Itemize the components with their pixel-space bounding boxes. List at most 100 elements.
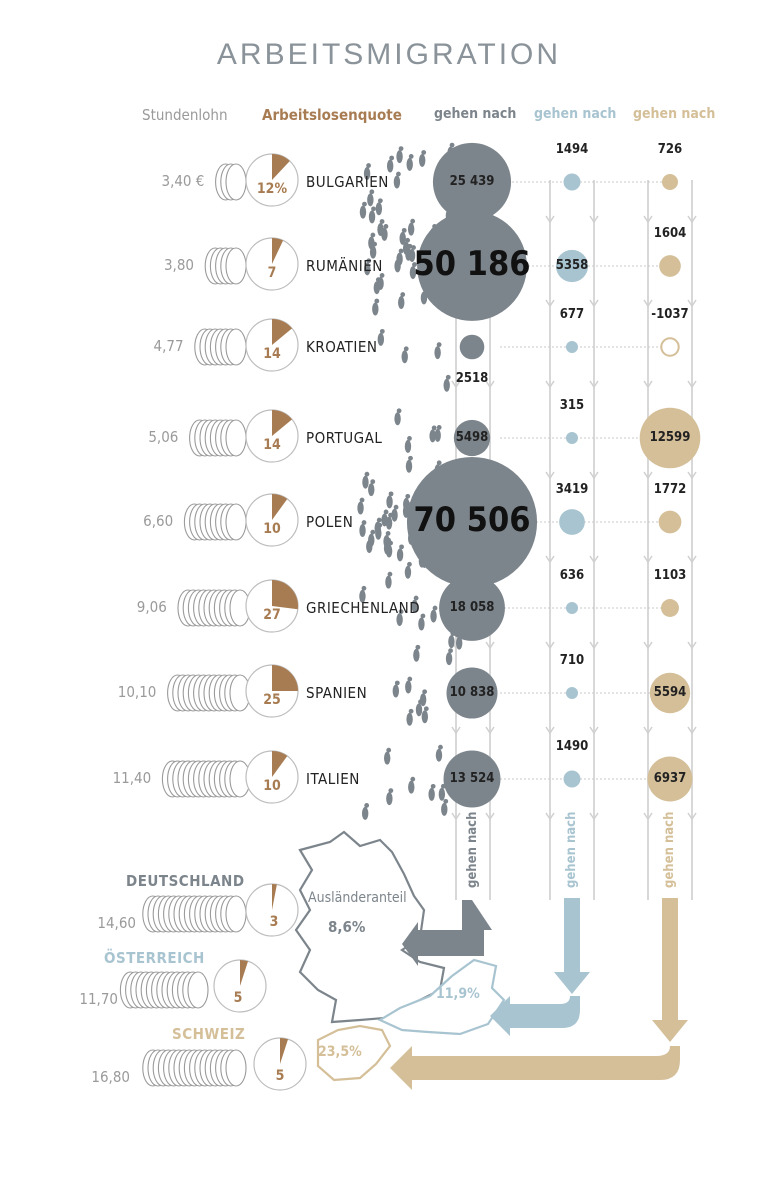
de-value-3: 5498: [455, 430, 489, 445]
person-head: [398, 146, 404, 152]
unemployment-pie-5-slice: [272, 580, 298, 610]
person-head: [374, 298, 380, 304]
header-ch: gehen nach: [633, 106, 716, 122]
person-head: [431, 425, 437, 431]
ch-value-4: 1772: [653, 482, 687, 497]
coin: [225, 163, 247, 201]
unemployment-pie-3-slice: [272, 410, 293, 436]
at-value-0: 1494: [555, 142, 589, 157]
person-head: [443, 798, 449, 804]
person-body: [404, 565, 412, 579]
person-body: [429, 429, 436, 443]
person-head: [396, 255, 402, 261]
person-body: [368, 483, 375, 497]
flow-arrowhead: [545, 299, 555, 308]
person-head: [388, 788, 394, 794]
person-body: [391, 508, 398, 522]
wage-1: 3,80: [163, 256, 194, 274]
flow-arrowhead: [687, 471, 697, 480]
person-head: [379, 273, 385, 278]
flow-arrowhead: [643, 471, 653, 480]
person-body: [434, 428, 441, 442]
country-name-0: BULGARIEN: [306, 173, 389, 191]
person-head: [399, 544, 404, 550]
person-body: [405, 680, 412, 694]
country-name-1: RUMÄNIEN: [306, 257, 383, 275]
de-value-4: 70 506: [413, 500, 531, 540]
at-bubble-4: [559, 509, 585, 535]
at-value-3: 315: [559, 398, 585, 413]
flow-arrowhead: [589, 471, 599, 480]
unemployment-pie-7-slice: [272, 751, 288, 777]
person-head: [370, 529, 376, 535]
at-bubble-1: [555, 249, 589, 283]
person-body: [362, 475, 369, 489]
wage-5: 9,06: [136, 598, 167, 616]
person-head: [436, 342, 442, 348]
person-body: [394, 259, 401, 273]
person-body: [405, 247, 412, 261]
person-head: [388, 491, 394, 497]
foreign-share-ch: 23,5%: [318, 1044, 362, 1060]
ch-bubble-1: [659, 255, 681, 277]
person-head: [438, 744, 443, 750]
person-head: [415, 644, 421, 650]
ch-value-7: 6937: [653, 771, 687, 786]
flow-arrowhead: [545, 641, 555, 650]
person-head: [379, 219, 385, 224]
arrow-to-austria: [490, 996, 580, 1036]
person-head: [361, 585, 367, 591]
flow-arrowhead: [589, 726, 599, 735]
rate-7: 10: [263, 778, 281, 794]
flow-arrowhead: [545, 555, 555, 564]
flow-arrowhead: [687, 641, 697, 650]
at-bubble-5: [566, 602, 578, 614]
person-body: [428, 787, 435, 801]
person-body: [368, 210, 376, 224]
person-head: [366, 163, 371, 168]
ch-value-3: 12599: [649, 430, 691, 445]
person-body: [386, 159, 394, 173]
person-head: [405, 493, 411, 499]
migrant-figures-7: [361, 744, 462, 820]
vertical-label-ch: gehen nach: [662, 811, 677, 888]
flow-arrowhead: [589, 299, 599, 308]
rate-2: 14: [263, 346, 281, 362]
person-head: [400, 292, 406, 297]
germany-outline: [294, 830, 446, 1024]
person-head: [389, 155, 395, 161]
person-body: [421, 710, 429, 724]
unemployment-pie-ch-slice: [280, 1038, 289, 1064]
ch-bubble-0: [662, 174, 678, 190]
person-head: [387, 571, 393, 577]
de-value-1: 50 186: [413, 244, 531, 284]
wage-6: 10,10: [117, 683, 157, 701]
person-head: [385, 531, 391, 536]
unemployment-pie-0-slice: [272, 154, 290, 180]
at-bubble-0: [563, 173, 581, 191]
person-body: [430, 609, 437, 623]
person-body: [368, 236, 375, 250]
country-name-3: PORTUGAL: [306, 429, 383, 447]
person-body: [383, 751, 391, 765]
vertical-label-de: gehen nach: [465, 811, 480, 888]
person-body: [396, 613, 403, 627]
person-head: [398, 609, 404, 614]
coin-stack-3: [189, 419, 247, 457]
person-head: [359, 497, 365, 503]
person-head: [411, 245, 416, 250]
wage-0: 3,40 €: [161, 172, 205, 190]
person-body: [409, 266, 417, 280]
coin: [225, 419, 247, 457]
target-name-de: DEUTSCHLAND: [126, 872, 245, 890]
coin-stack-ch: [142, 1049, 247, 1087]
flow-arrowhead: [485, 380, 495, 389]
flow-arrowhead: [643, 641, 653, 650]
person-body: [399, 231, 406, 245]
person-head: [394, 680, 400, 686]
flow-arrowhead: [485, 812, 495, 821]
flow-arrowhead: [687, 555, 697, 564]
person-head: [405, 237, 411, 243]
ch-bubble-4: [658, 510, 682, 534]
person-head: [386, 537, 392, 543]
